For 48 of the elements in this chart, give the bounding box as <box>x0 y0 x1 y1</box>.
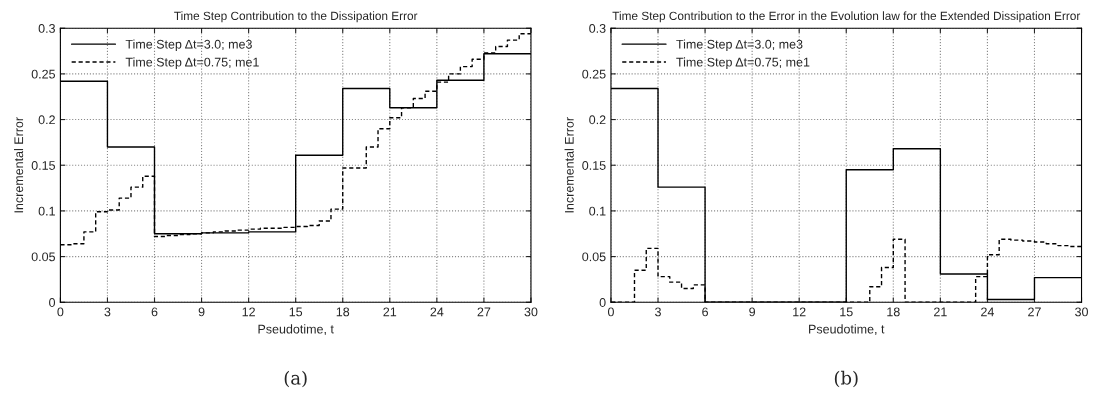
text: (a) <box>284 370 307 388</box>
x-tick-label: 21 <box>934 307 947 317</box>
legend-label: Time Step Δt=0.75; me1 <box>125 57 259 70</box>
x-tick-label: 12 <box>242 307 255 317</box>
y-tick-label: 0.1 <box>589 206 606 216</box>
x-tick-label: 3 <box>104 307 111 317</box>
x-tick-label: 30 <box>524 307 538 317</box>
x-axis-title: Pseudotime, t <box>809 324 885 335</box>
y-tick-label: 0.15 <box>31 161 56 170</box>
y-tick-label: 0.3 <box>589 24 606 33</box>
x-tick-label: 15 <box>289 307 303 317</box>
y-tick-label: 0.25 <box>582 69 606 79</box>
legend-label: Time Step Δt=3.0; me3 <box>125 39 252 52</box>
x-axis-title: Pseudotime, t <box>258 324 334 335</box>
x-tick-label: 24 <box>981 307 994 317</box>
x-tick-label: 30 <box>1075 307 1088 317</box>
legend-label: Time Step Δt=3.0; me3 <box>676 39 803 52</box>
x-tick-label: 6 <box>702 307 708 317</box>
x-tick-label: 9 <box>198 307 205 317</box>
y-axis-title: Incremental Error <box>13 117 24 213</box>
y-axis-title: Incremental Error <box>564 117 574 213</box>
y-tick-label: 0.05 <box>31 252 56 262</box>
x-tick-label: 6 <box>151 307 158 317</box>
y-tick-label: 0.1 <box>38 206 55 216</box>
x-tick-label: 18 <box>887 307 900 317</box>
y-tick-label: 0.25 <box>31 69 56 79</box>
legend-label: Time Step Δt=0.75; me1 <box>676 57 810 70</box>
x-tick-label: 27 <box>477 307 491 317</box>
text: (b) <box>834 370 858 388</box>
y-tick-label: 0 <box>599 298 606 307</box>
x-tick-label: 12 <box>793 307 806 317</box>
x-tick-label: 3 <box>655 307 661 317</box>
y-tick-label: 0.05 <box>582 252 606 262</box>
y-tick-label: 0.15 <box>582 161 606 170</box>
x-tick-label: 27 <box>1028 307 1041 317</box>
x-tick-label: 18 <box>336 307 350 317</box>
x-tick-label: 0 <box>607 307 614 317</box>
x-tick-label: 15 <box>840 307 853 317</box>
y-tick-label: 0.2 <box>38 115 55 125</box>
y-tick-label: 0.2 <box>589 115 606 125</box>
x-tick-label: 24 <box>430 307 444 317</box>
x-tick-label: 21 <box>383 307 397 317</box>
chart-title: Time Step Contribution to the Error in the Evolution law for the Extended Dissipation Error <box>612 11 1081 23</box>
x-tick-label: 9 <box>749 307 756 317</box>
y-tick-label: 0 <box>49 298 56 307</box>
chart-title: Time Step Contribution to the Dissipation Error <box>174 11 418 23</box>
x-tick-label: 0 <box>57 307 64 317</box>
y-tick-label: 0.3 <box>38 24 55 33</box>
